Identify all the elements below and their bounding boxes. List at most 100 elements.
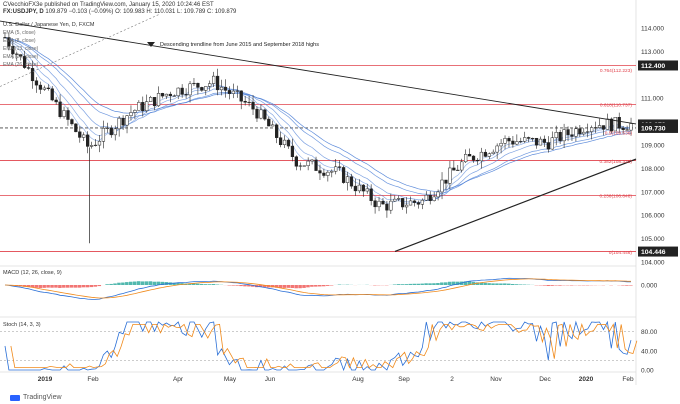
candle-body: [275, 124, 279, 138]
macd-histogram-bar: [105, 284, 109, 285]
candle-body: [86, 134, 90, 147]
macd-histogram-bar: [420, 283, 424, 285]
macd-histogram-bar: [109, 283, 113, 285]
macd-histogram-bar: [54, 285, 58, 288]
time-tick: Jun: [265, 376, 276, 383]
candle-body: [519, 140, 523, 143]
candle-body: [78, 131, 82, 138]
macd-histogram-bar: [518, 284, 523, 285]
candle-body: [184, 94, 188, 96]
candle-body: [26, 67, 31, 69]
candle-body: [34, 80, 39, 86]
macd-histogram-bar: [235, 285, 239, 286]
stoch-pane: 80.00 40.00 0.00: [0, 320, 658, 375]
candle-body: [282, 139, 287, 146]
candle-body: [420, 199, 424, 205]
candle-body: [326, 171, 330, 176]
candle-body: [503, 138, 507, 144]
price-tick: 111.000: [641, 96, 664, 103]
legend-item: EMA (8, close): [3, 38, 36, 44]
macd-histogram-bar: [499, 283, 503, 285]
candle-body: [176, 87, 180, 97]
candle-body: [467, 154, 472, 157]
candle-body: [530, 137, 535, 140]
candle-body: [314, 159, 318, 171]
macd-histogram-bar: [282, 285, 287, 288]
candle-body: [349, 176, 354, 187]
price-badge-label: 112.400: [641, 63, 665, 70]
candle-body: [440, 179, 444, 193]
candle-body: [404, 204, 409, 208]
price-badge-label: 109.730: [641, 125, 666, 132]
candle-body: [586, 131, 590, 133]
candle-body: [550, 137, 554, 150]
candle-body: [271, 124, 275, 127]
candle-body: [428, 194, 432, 201]
macd-histogram-bar: [455, 281, 460, 285]
candle-body: [373, 200, 377, 208]
macd-histogram-bar: [440, 282, 444, 285]
macd-histogram-bar: [199, 284, 204, 285]
macd-histogram-bar: [475, 282, 480, 285]
macd-histogram-bar: [207, 284, 212, 285]
candle-body: [54, 99, 58, 103]
macd-histogram-bar: [211, 284, 216, 285]
legend-item: EMA (21, close): [3, 54, 39, 60]
macd-histogram-bar: [625, 285, 629, 286]
candle-body: [66, 110, 70, 120]
macd-histogram-bar: [192, 283, 196, 285]
macd-histogram-bar: [286, 285, 291, 288]
candle-body: [534, 137, 539, 146]
macd-histogram-bar: [69, 285, 74, 288]
annotation-arrow-icon: [147, 42, 155, 47]
time-tick: May: [224, 376, 237, 383]
macd-histogram-bar: [66, 285, 70, 288]
candle-body: [113, 128, 117, 136]
candle-body: [334, 166, 338, 172]
tradingview-brand: TradingView: [10, 394, 62, 401]
candle-body: [101, 127, 106, 142]
macd-histogram-bar: [125, 282, 129, 285]
candle-body: [196, 82, 200, 88]
candle-body: [357, 184, 361, 192]
candle-body: [160, 93, 165, 97]
candle-body: [377, 200, 381, 208]
fib-labels: 0.764(112.223) 0.618(110.737) 0.5(109.536)…: [599, 68, 632, 256]
price-tick: 108.000: [641, 166, 665, 173]
macd-histogram-bar: [290, 285, 294, 289]
candle-body: [570, 134, 574, 137]
candle-body: [448, 167, 452, 184]
candle-body: [286, 139, 291, 147]
candle-body: [212, 75, 216, 84]
macd-signal-line: [4, 278, 632, 299]
candle-body: [475, 159, 480, 162]
macd-pane: 0.000: [4, 277, 658, 300]
macd-histogram-bar: [30, 285, 35, 288]
macd-histogram-bar: [298, 285, 302, 289]
candle-body: [15, 53, 19, 55]
candle-body: [464, 154, 468, 163]
candle-body: [62, 110, 66, 117]
macd-histogram-bar: [514, 284, 519, 285]
candle-body: [239, 90, 243, 102]
macd-histogram-bar: [176, 282, 180, 285]
macd-histogram-bar: [629, 285, 633, 286]
candle-body: [219, 86, 224, 91]
candle-body: [590, 127, 594, 132]
stoch-tick: 40.00: [641, 348, 658, 355]
macd-histogram-bar: [558, 285, 562, 286]
candle-body: [499, 143, 503, 147]
candle-body: [215, 75, 220, 91]
macd-histogram-bar: [81, 285, 86, 288]
macd-histogram-bar: [156, 281, 161, 285]
macd-histogram-bar: [302, 285, 306, 288]
candle-body: [578, 128, 582, 135]
candle-body: [597, 125, 602, 128]
candle-body: [416, 202, 421, 205]
candle-body: [223, 86, 228, 91]
stoch-tick: 80.00: [641, 329, 658, 336]
candle-body: [42, 87, 46, 90]
macd-histogram-bar: [503, 283, 507, 285]
macd-histogram-bar: [50, 285, 54, 288]
